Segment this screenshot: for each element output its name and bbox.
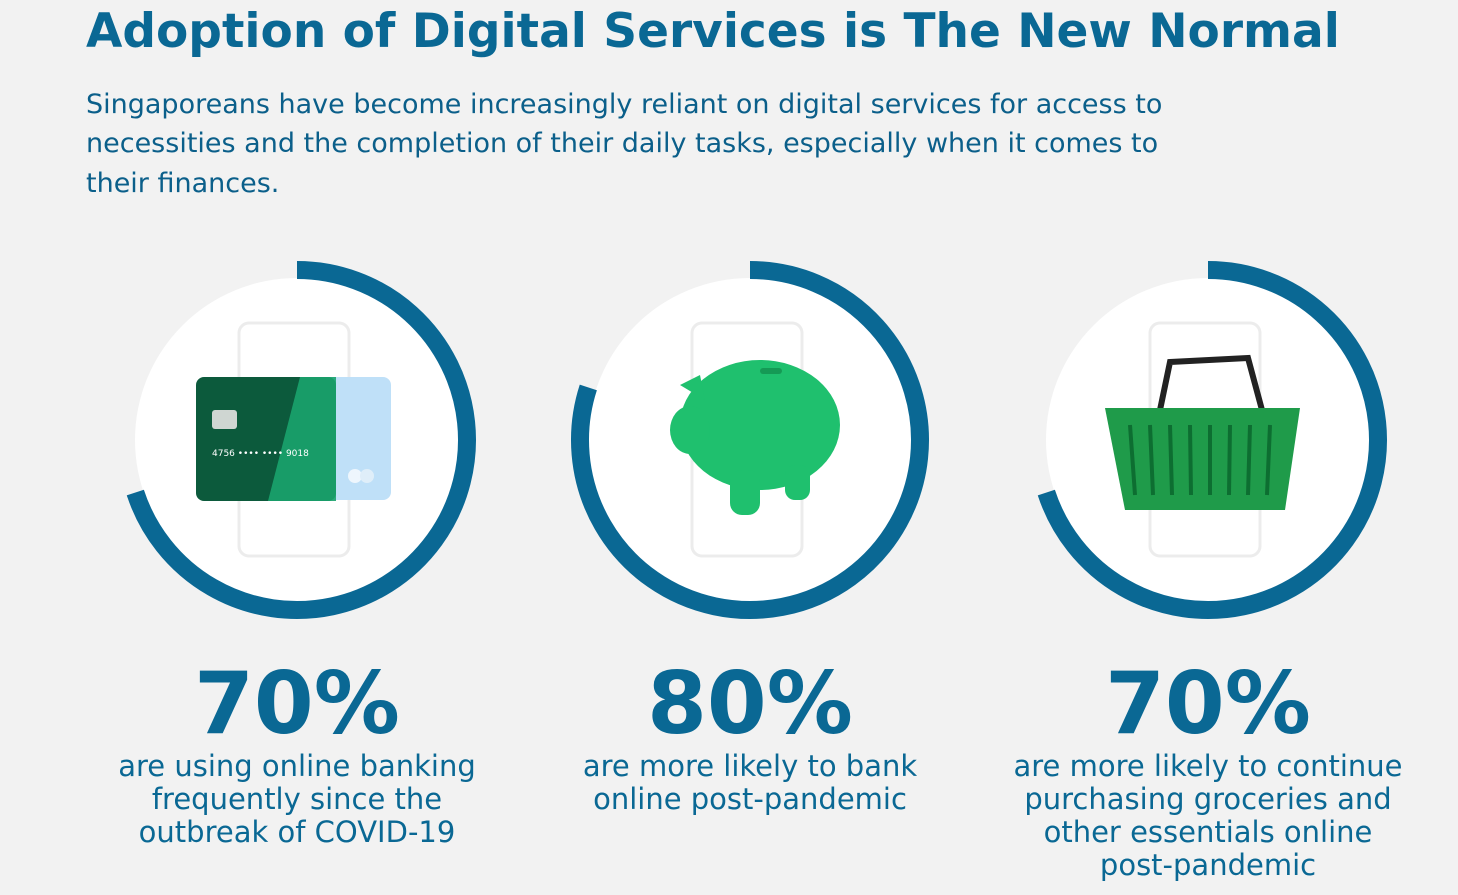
stat-caption: post-pandemic [1100, 848, 1316, 882]
card-number: 4756 •••• •••• 9018 [212, 449, 309, 459]
stat-value: 80% [647, 654, 853, 754]
stat-caption: purchasing groceries and [1024, 782, 1391, 816]
stat-caption: other essentials online [1044, 815, 1373, 849]
stat-caption: are more likely to bank [583, 749, 917, 783]
stat-caption: frequently since the [152, 782, 442, 816]
title: Adoption of Digital Services is The New … [86, 4, 1340, 59]
stat-caption: are using online banking [118, 749, 476, 783]
progress-ring [571, 261, 929, 619]
progress-ring [126, 261, 476, 619]
stat-caption: online post-pandemic [593, 782, 907, 816]
subtitle-line: necessities and the completion of their … [86, 128, 1158, 159]
basket-icon [1105, 354, 1300, 510]
stat-value: 70% [194, 654, 400, 754]
piggy-bank-icon [670, 360, 840, 515]
credit-card-icon [196, 377, 391, 501]
subtitle-line: Singaporeans have become increasingly re… [86, 89, 1162, 120]
progress-ring [1037, 261, 1387, 619]
stat-caption: are more likely to continue [1013, 749, 1402, 783]
stat-value: 70% [1105, 654, 1311, 754]
subtitle-line: their finances. [86, 168, 279, 199]
stat-caption: outbreak of COVID-19 [139, 815, 456, 849]
icons [196, 354, 1300, 515]
